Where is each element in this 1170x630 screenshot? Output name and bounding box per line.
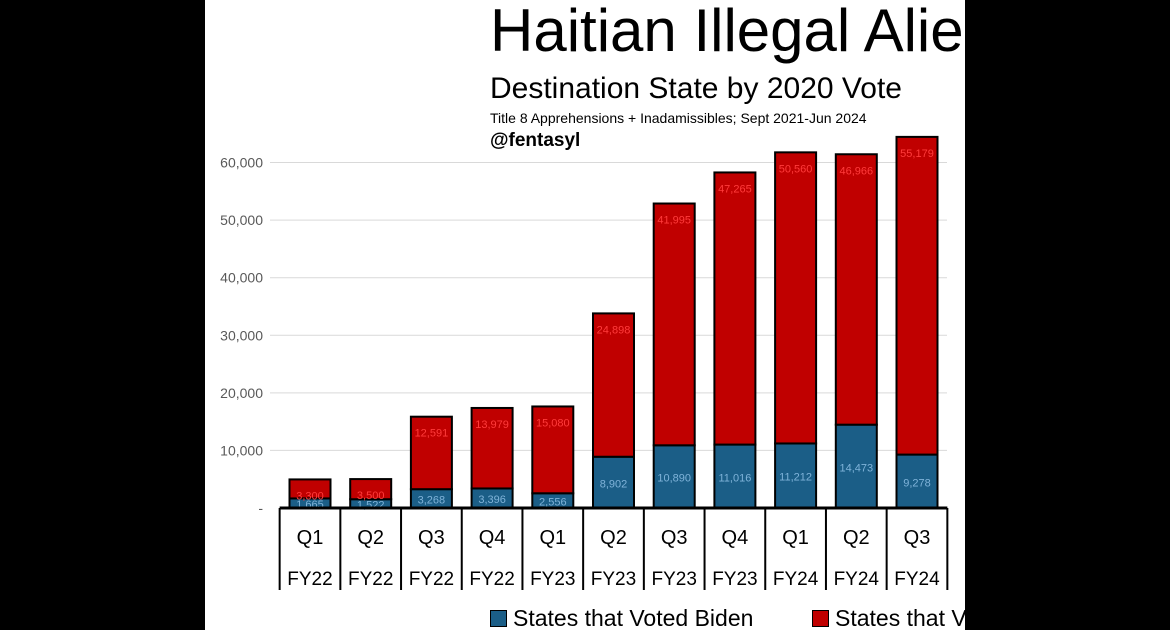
chart-title: Haitian Illegal Aliens: [490, 0, 965, 64]
data-label-biden-2: 3,268: [418, 495, 446, 507]
chart-plot: -10,00020,00030,00040,00050,00060,0001,6…: [220, 135, 949, 590]
legend-label-biden: States that Voted Biden: [513, 605, 754, 630]
bar-trump-0: [288, 478, 332, 500]
data-label-biden-3: 3,396: [478, 494, 506, 506]
y-tick-label-1: 10,000: [220, 442, 263, 458]
data-label-biden-10: 9,278: [903, 477, 931, 489]
bar-biden-9: [834, 423, 878, 509]
x-tick-quarter-9: Q2: [843, 527, 870, 549]
legend-label-trump: States that Voted Trump: [835, 605, 965, 630]
y-tick-label-5: 50,000: [220, 212, 263, 228]
data-label-trump-3: 13,979: [475, 419, 509, 431]
x-tick-quarter-2: Q3: [418, 527, 445, 549]
bar-trump-6: [652, 202, 696, 447]
x-tick-fy-10: FY24: [894, 569, 940, 590]
x-tick-fy-8: FY24: [773, 569, 819, 590]
bar-trump-9: [834, 153, 878, 426]
x-tick-quarter-4: Q1: [539, 527, 566, 549]
data-label-biden-8: 11,212: [779, 472, 812, 484]
data-label-trump-1: 3,500: [357, 490, 385, 502]
data-label-trump-2: 12,591: [415, 428, 449, 440]
x-tick-fy-6: FY23: [651, 569, 696, 590]
legend-swatch-biden: [490, 610, 507, 627]
bar-biden-6: [652, 444, 696, 509]
data-label-biden-7: 11,016: [718, 472, 751, 484]
data-label-biden-4: 2,556: [539, 497, 567, 509]
legend-swatch-trump: [812, 610, 829, 627]
x-tick-fy-7: FY23: [712, 569, 757, 590]
data-label-trump-9: 46,966: [839, 165, 873, 177]
bar-trump-7: [713, 171, 757, 446]
y-tick-label-4: 40,000: [220, 270, 263, 286]
data-label-biden-9: 14,473: [839, 462, 873, 474]
x-tick-fy-4: FY23: [530, 569, 575, 590]
bar-trump-5: [592, 312, 635, 458]
data-label-trump-6: 41,995: [657, 215, 691, 227]
x-tick-fy-2: FY22: [409, 569, 454, 590]
x-tick-fy-5: FY23: [591, 569, 636, 590]
x-tick-fy-1: FY22: [348, 569, 393, 590]
x-tick-quarter-6: Q3: [661, 527, 688, 549]
legend-item-trump: States that Voted Trump: [812, 605, 965, 630]
bar-trump-10: [895, 135, 939, 456]
bar-trump-8: [774, 151, 818, 445]
y-tick-label-6: 60,000: [220, 155, 263, 171]
x-tick-quarter-3: Q4: [479, 527, 506, 549]
x-tick-quarter-1: Q2: [357, 527, 384, 549]
x-tick-quarter-7: Q4: [722, 527, 749, 549]
chart-panel: -10,000 20,000 30,000 40,000 50,000 60,000 1,6…: [205, 0, 965, 630]
x-tick-fy-0: FY22: [287, 569, 332, 590]
y-tick-label-3: 30,000: [220, 327, 263, 343]
x-tick-quarter-5: Q2: [600, 527, 627, 549]
data-label-biden-6: 10,890: [657, 473, 691, 485]
data-label-trump-8: 50,560: [779, 163, 813, 175]
bar-trump-3: [470, 406, 514, 490]
x-tick-quarter-0: Q1: [297, 527, 324, 549]
y-tick-label-0: -: [258, 500, 263, 516]
x-tick-fy-3: FY22: [469, 569, 514, 590]
data-label-trump-7: 47,265: [718, 183, 752, 195]
chart-subtitle: Destination State by 2020 Vote: [490, 72, 902, 105]
data-label-trump-0: 3,300: [296, 490, 324, 502]
data-label-biden-5: 8,902: [600, 478, 628, 490]
x-tick-quarter-8: Q1: [782, 527, 809, 549]
bar-trump-2: [409, 415, 453, 491]
bar-trump-4: [531, 405, 575, 495]
bar-trump-1: [349, 478, 393, 501]
x-tick-quarter-10: Q3: [904, 527, 931, 549]
author-handle: @fentasyl: [490, 130, 581, 151]
data-label-trump-10: 55,179: [900, 148, 934, 160]
y-tick-label-2: 20,000: [220, 385, 263, 401]
x-tick-fy-9: FY24: [834, 569, 880, 590]
chart-note: Title 8 Apprehensions + Inadamissibles; …: [490, 110, 867, 126]
legend-item-biden: States that Voted Biden: [490, 605, 753, 630]
data-label-trump-5: 24,898: [597, 324, 631, 336]
data-label-trump-4: 15,080: [536, 417, 570, 429]
